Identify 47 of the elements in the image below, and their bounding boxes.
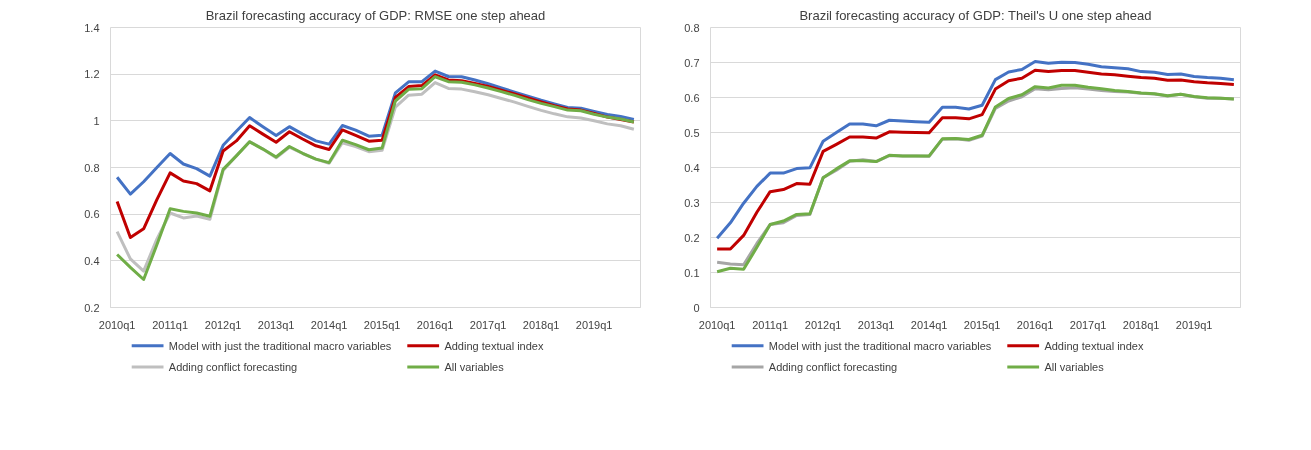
x-tick-label: 2015q1 — [363, 318, 401, 331]
line-series — [115, 69, 636, 196]
y-tick-label: 0.4 — [684, 161, 700, 174]
legend-label: All variables — [444, 360, 505, 373]
y-tick-label: 1 — [93, 114, 100, 127]
x-tick-label: 2019q1 — [1175, 318, 1213, 331]
y-tick-label: 0.8 — [84, 161, 100, 174]
y-tick-label: 0.4 — [84, 254, 100, 267]
x-tick-label: 2014q1 — [310, 318, 348, 331]
x-tick-label: 2015q1 — [963, 318, 1001, 331]
y-tick-label: 1.4 — [84, 21, 100, 34]
x-tick-label: 2010q1 — [698, 318, 736, 331]
legend-label: Model with just the traditional macro variables — [768, 339, 992, 352]
y-tick-label: 0.8 — [684, 21, 700, 34]
x-tick-label: 2011q1 — [752, 318, 789, 331]
x-tick-label: 2013q1 — [257, 318, 295, 331]
x-tick-label: 2012q1 — [204, 318, 242, 331]
y-tick-label: 0.1 — [684, 266, 700, 279]
x-tick-label: 2011q1 — [152, 318, 189, 331]
x-tick-label: 2014q1 — [910, 318, 948, 331]
x-tick-label: 2018q1 — [522, 318, 560, 331]
legend-label: Adding conflict forecasting — [768, 360, 898, 373]
y-tick-label: 1.2 — [84, 68, 100, 81]
x-tick-label: 2013q1 — [857, 318, 895, 331]
x-tick-label: 2012q1 — [804, 318, 842, 331]
y-tick-label: 0 — [693, 301, 700, 314]
x-tick-label: 2019q1 — [575, 318, 613, 331]
y-tick-label: 0.7 — [684, 56, 700, 69]
x-tick-label: 2010q1 — [98, 318, 136, 331]
legend-label: Adding textual index — [1044, 339, 1144, 352]
x-tick-label: 2016q1 — [416, 318, 454, 331]
x-tick-label: 2017q1 — [1069, 318, 1107, 331]
y-tick-label: 0.2 — [84, 301, 100, 314]
y-tick-label: 0.5 — [684, 126, 700, 139]
legend-label: Adding textual index — [444, 339, 544, 352]
chart-title: Brazil forecasting accuracy of GDP: Theil's U one step ahead — [799, 7, 1152, 23]
y-tick-label: 0.6 — [684, 91, 700, 104]
y-tick-label: 0.3 — [684, 196, 700, 209]
y-tick-label: 0.2 — [684, 231, 700, 244]
y-tick-label: 0.6 — [84, 208, 100, 221]
legend-label: Model with just the traditional macro variables — [168, 339, 392, 352]
chart-title: Brazil forecasting accuracy of GDP: RMSE one step ahead — [205, 7, 546, 23]
x-tick-label: 2017q1 — [469, 318, 507, 331]
legend-label: All variables — [1044, 360, 1105, 373]
x-tick-label: 2018q1 — [1122, 318, 1160, 331]
x-tick-label: 2016q1 — [1016, 318, 1054, 331]
legend-label: Adding conflict forecasting — [168, 360, 298, 373]
